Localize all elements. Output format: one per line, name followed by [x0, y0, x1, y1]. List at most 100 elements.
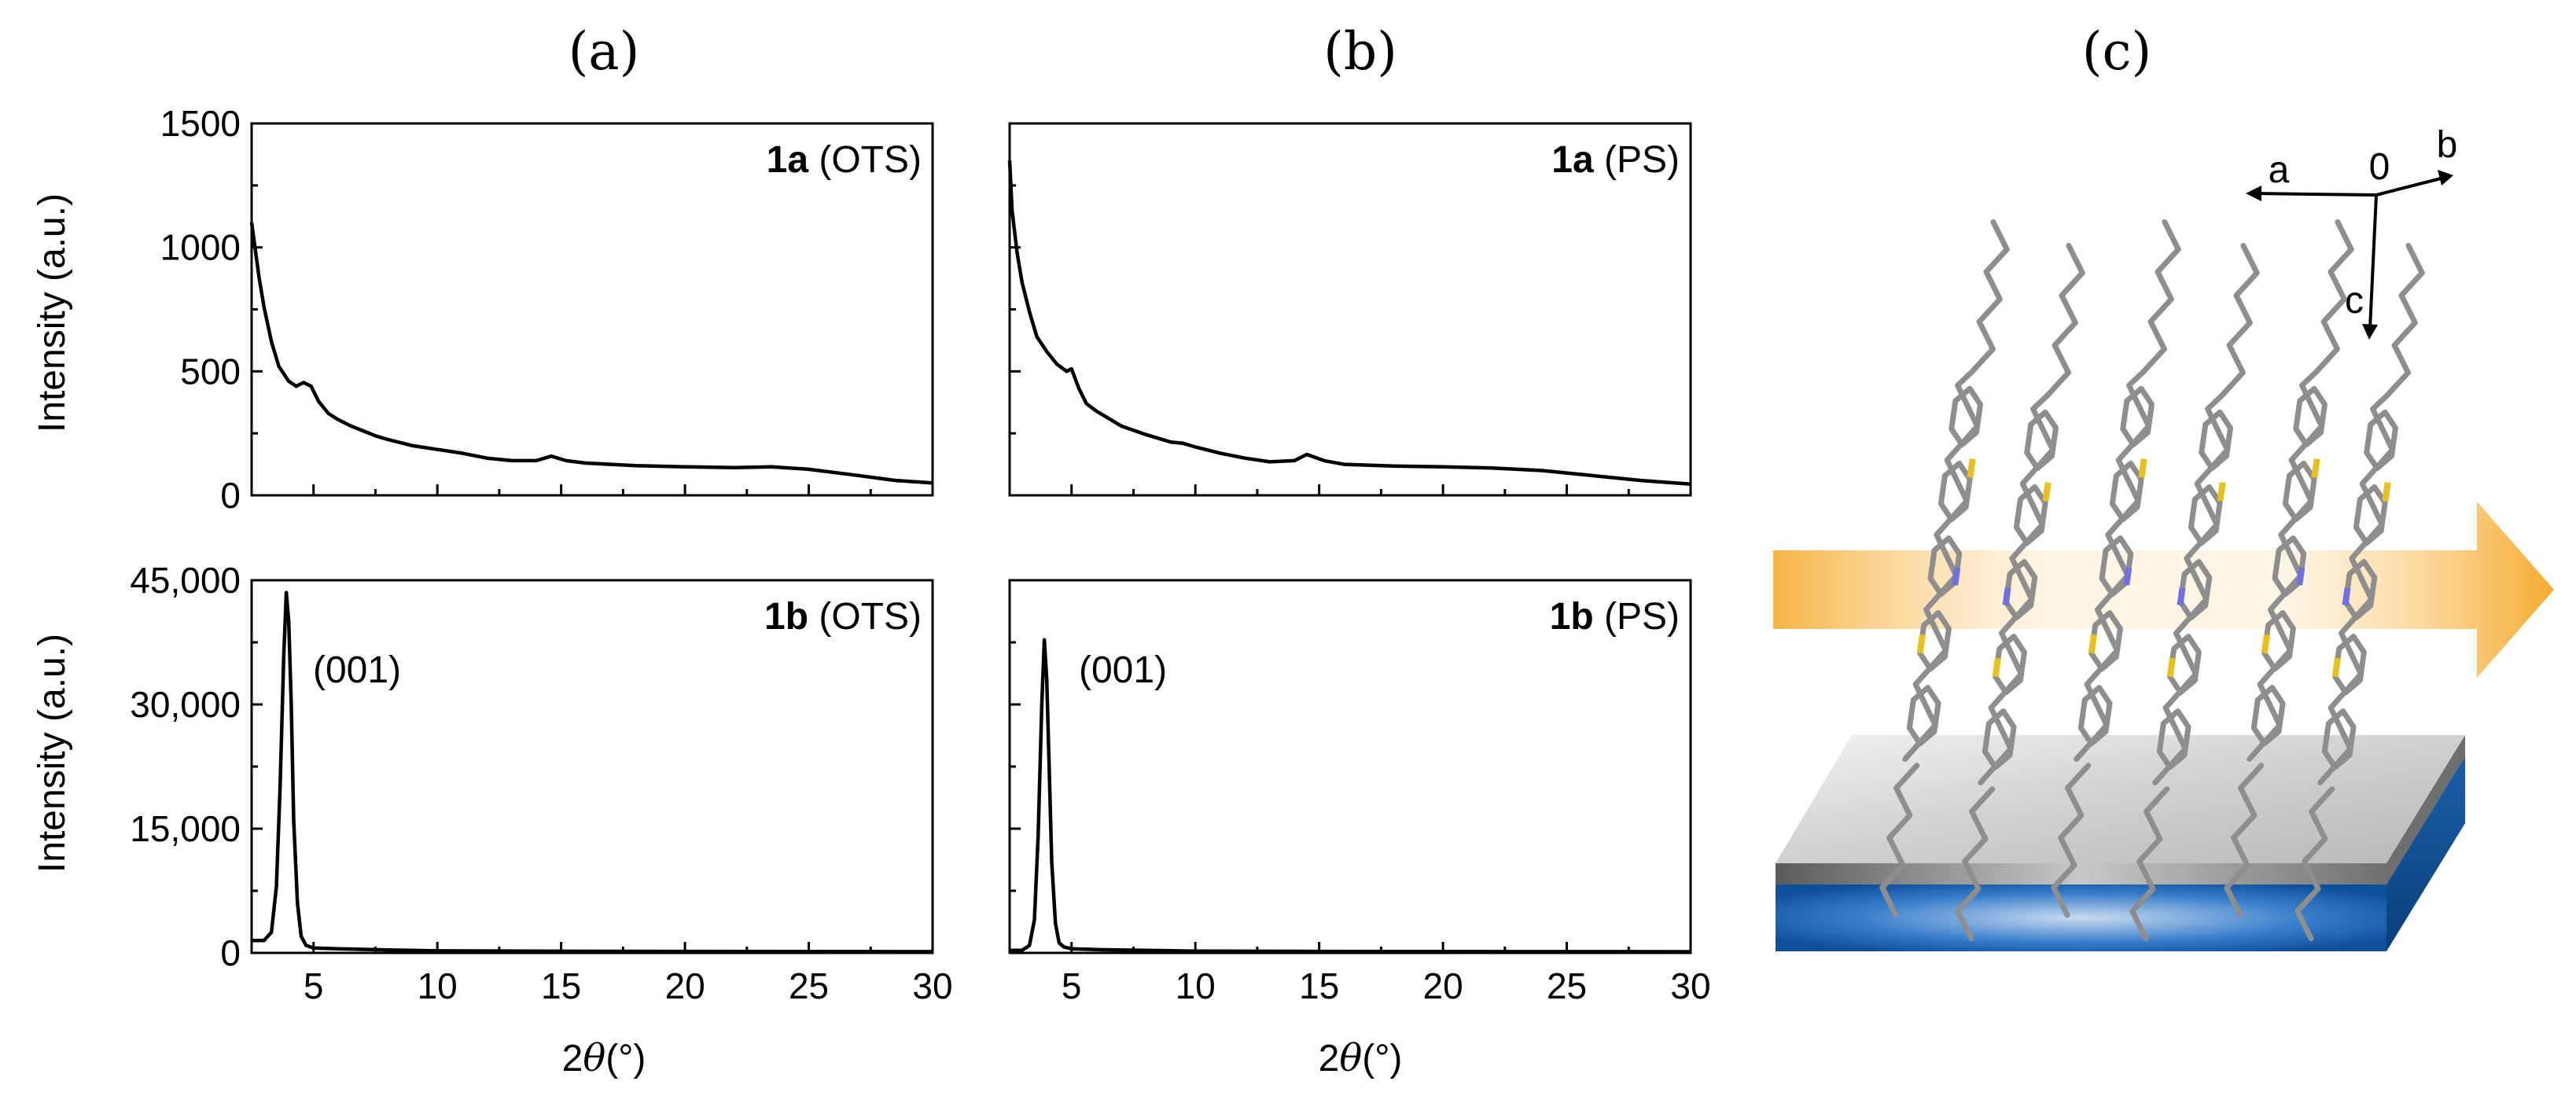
- molecule-alkyl-chain: [2140, 219, 2181, 375]
- y-axis-title-top: Intensity (a.u.): [31, 193, 73, 432]
- x-tick-label: 10: [1176, 965, 1216, 1006]
- sample-label-rest: (PS): [1594, 596, 1680, 638]
- x-tick-label: 15: [1299, 965, 1339, 1006]
- sulfur-atom: [2311, 458, 2320, 479]
- x-tick-label: 25: [1547, 965, 1587, 1006]
- sample-label-bold: 1a: [1551, 139, 1594, 181]
- substrate-gray-side: [2386, 735, 2465, 884]
- nitrogen-atom: [2342, 587, 2351, 606]
- panel-label-b: (b): [1323, 21, 1397, 82]
- molecule-alkyl-chain: [2219, 242, 2260, 399]
- nitrogen-atom: [2177, 587, 2186, 606]
- molecule-ring: [2261, 610, 2296, 672]
- substrate: [1776, 735, 2465, 951]
- sulfur-atom: [2217, 482, 2226, 502]
- molecule-core: [2074, 369, 2152, 762]
- substrate-gray-front: [1776, 863, 2386, 884]
- molecule-ring: [1982, 708, 2017, 770]
- panel-label-c: (c): [2082, 21, 2151, 82]
- molecule-ring: [2024, 409, 2059, 472]
- molecule-alkyl-chain: [2384, 242, 2425, 399]
- y-tick-label: 30,000: [130, 684, 241, 725]
- molecule: [1955, 242, 2085, 942]
- y-tick-label: 500: [180, 351, 241, 392]
- molecule-core: [1902, 369, 1981, 762]
- molecule-alkyl-chain: [2044, 242, 2085, 399]
- molecule-ring: [2077, 685, 2113, 747]
- substrate-top: [1776, 735, 2465, 863]
- peak-annotation: (001): [1079, 649, 1167, 691]
- molecule-ring: [1906, 685, 1941, 747]
- molecule-alkyl-chain: [2129, 786, 2170, 942]
- nitrogen-atom: [1952, 567, 1961, 586]
- molecule-alkyl-chain: [1955, 786, 1996, 942]
- sulfur-atom: [2261, 634, 2270, 654]
- nitrogen-atom: [2296, 567, 2306, 586]
- plot-a-bottom: 5 10 15 20 25 30 0 15,000 30,000 45,000 1b (OTS) (0…: [130, 560, 952, 1006]
- molecule-ring: [2013, 484, 2048, 546]
- plot-b-bottom: 5 10 15 20 25 30 1b (PS) (001): [1008, 579, 1711, 1006]
- molecule-core: [1978, 392, 2056, 785]
- nitrogen-atom: [2123, 567, 2133, 586]
- series-line: [252, 590, 933, 954]
- sulfur-atom: [1916, 634, 1926, 654]
- series-line: [249, 222, 933, 485]
- sample-label: 1b (PS): [1550, 596, 1680, 638]
- x-axis-title-b: 2θ(°): [1319, 1036, 1403, 1080]
- substrate-blue-side: [2386, 756, 2465, 951]
- molecule-ring: [2199, 409, 2233, 472]
- y-tick-label: 1000: [160, 227, 241, 268]
- molecule: [2224, 219, 2354, 918]
- x-tick-label: 20: [665, 965, 705, 1006]
- molecule-ring: [2250, 685, 2286, 747]
- x-axis-title-a: 2θ(°): [562, 1036, 646, 1080]
- molecule-ring: [2156, 708, 2191, 770]
- molecule-ring: [2109, 460, 2144, 523]
- molecule-ring: [2364, 409, 2398, 472]
- molecule-alkyl-chain: [2313, 219, 2354, 375]
- molecule-alkyl-chain: [2294, 786, 2335, 942]
- x-tick-label: 5: [304, 965, 324, 1006]
- molecule-ring: [2088, 610, 2123, 672]
- molecule-ring: [1949, 385, 1983, 448]
- molecule-ring: [1993, 634, 2027, 696]
- sulfur-atom: [2331, 657, 2341, 678]
- sulfur-atom: [2382, 482, 2391, 502]
- molecule-ring: [2167, 634, 2202, 696]
- sample-label-bold: 1b: [764, 596, 808, 638]
- crystal-schematic: a 0 b c: [1773, 124, 2554, 951]
- molecule-alkyl-chain: [1969, 219, 2010, 375]
- x-tick-label: 15: [541, 965, 581, 1006]
- crystal-axes: [2246, 170, 2453, 340]
- molecule: [1879, 219, 2010, 918]
- sulfur-atom: [2042, 482, 2052, 502]
- peak-annotation: (001): [313, 649, 401, 691]
- sulfur-atom: [2088, 634, 2097, 654]
- x-tick-label: 10: [418, 965, 458, 1006]
- molecule-core: [2247, 369, 2325, 762]
- molecule-ring: [2282, 460, 2317, 523]
- sample-label-rest: (OTS): [808, 596, 922, 638]
- axis-label-b: b: [2437, 124, 2458, 166]
- plot-b-top: 1a (PS): [1007, 122, 1692, 497]
- y-tick-label: 1500: [160, 103, 241, 144]
- molecule: [2051, 219, 2181, 918]
- sample-label-rest: (PS): [1594, 139, 1680, 181]
- molecule-ring: [2332, 634, 2367, 696]
- molecule-ring: [2293, 385, 2328, 448]
- molecule: [2294, 242, 2425, 942]
- molecule-alkyl-chain: [2224, 763, 2265, 918]
- y-axis-title-bottom: Intensity (a.u.): [31, 634, 73, 873]
- molecule-ring: [2188, 484, 2223, 546]
- sulfur-atom: [1967, 458, 1976, 479]
- x-tick-label: 30: [1670, 965, 1710, 1006]
- series-line: [1007, 160, 1691, 487]
- molecule-ring: [2120, 385, 2155, 448]
- molecule: [2129, 242, 2260, 942]
- y-tick-label: 0: [220, 475, 241, 516]
- molecule-ring: [1917, 610, 1952, 672]
- molecule-ring: [2321, 708, 2357, 770]
- sulfur-atom: [2166, 657, 2176, 678]
- molecule-alkyl-chain: [2051, 763, 2092, 918]
